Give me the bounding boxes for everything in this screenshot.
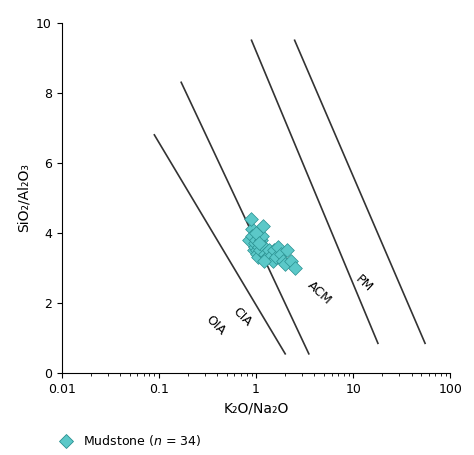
Point	[262, 250, 269, 258]
Point	[272, 254, 280, 261]
Point	[255, 240, 263, 247]
Point	[287, 258, 295, 265]
Point	[269, 258, 277, 265]
Point	[274, 243, 282, 251]
Point	[247, 215, 255, 222]
Point	[252, 236, 260, 243]
Point	[260, 258, 267, 265]
Legend: Mudstone ($n$ = 34): Mudstone ($n$ = 34)	[48, 429, 207, 453]
Y-axis label: SiO₂/Al₂O₃: SiO₂/Al₂O₃	[17, 163, 30, 233]
Text: OIA: OIA	[203, 313, 228, 338]
Point	[253, 247, 261, 254]
Point	[248, 226, 255, 233]
Point	[260, 243, 267, 251]
Point	[254, 250, 261, 258]
Point	[255, 243, 263, 251]
Point	[282, 261, 289, 268]
Point	[249, 233, 256, 240]
Point	[252, 229, 260, 237]
Point	[266, 254, 274, 261]
Text: CIA: CIA	[230, 305, 254, 329]
Point	[256, 247, 264, 254]
Point	[251, 240, 259, 247]
Text: ACM: ACM	[305, 278, 334, 307]
Point	[283, 247, 291, 254]
Point	[250, 247, 257, 254]
Point	[271, 247, 278, 254]
Point	[291, 264, 299, 272]
Point	[246, 236, 253, 243]
Point	[258, 233, 265, 240]
X-axis label: K₂O/Na₂O: K₂O/Na₂O	[223, 401, 289, 415]
Point	[279, 258, 287, 265]
Point	[254, 254, 262, 261]
Point	[259, 222, 267, 230]
Point	[257, 236, 264, 243]
Point	[251, 243, 258, 251]
Text: PM: PM	[353, 273, 375, 295]
Point	[263, 254, 271, 261]
Point	[265, 247, 273, 254]
Point	[277, 250, 284, 258]
